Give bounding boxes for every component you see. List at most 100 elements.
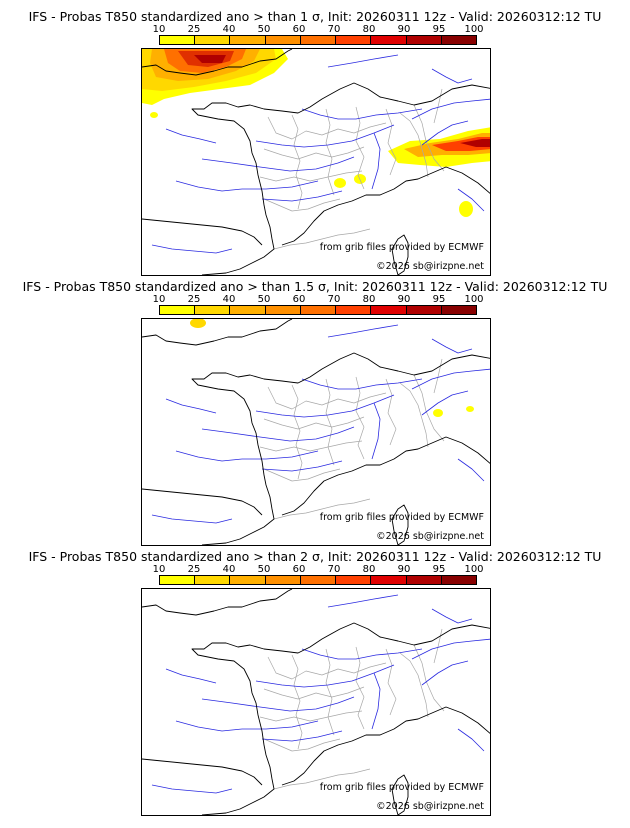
rivers-line (165, 668, 217, 684)
admin-borders-line (325, 648, 335, 736)
admin-borders-line (325, 108, 335, 196)
colorbar (159, 35, 477, 45)
map-svg (142, 49, 490, 275)
rivers-line (371, 672, 381, 730)
rivers-line (411, 368, 490, 390)
colorbar-swatch (300, 576, 337, 584)
colorbar-swatch (230, 36, 266, 44)
coastline-line (281, 436, 490, 516)
copyright-text: ©2026 sb@irizpne.net (376, 531, 484, 542)
rivers-line (421, 120, 469, 146)
coastline-line (191, 622, 490, 815)
admin-borders-line (385, 378, 397, 446)
rivers-line (151, 784, 233, 794)
rivers-line (421, 660, 469, 686)
colorbar-swatch (265, 36, 301, 44)
colorbar-tick-label: 90 (397, 294, 411, 305)
rivers-line (431, 608, 473, 624)
admin-borders-line (355, 106, 365, 190)
colorbar-swatch (195, 36, 231, 44)
rivers-line (327, 324, 399, 338)
admin-borders-line (413, 104, 445, 172)
colorbar-swatch (160, 576, 196, 584)
colorbar-tick-label: 50 (257, 24, 271, 35)
data-credit: from grib files provided by ECMWF (319, 512, 484, 523)
admin-borders-line (355, 376, 365, 460)
admin-borders-line (291, 384, 303, 480)
map-france: from grib files provided by ECMWF ©2026 … (141, 318, 491, 546)
coastline (142, 319, 490, 545)
admin-borders-line (273, 228, 371, 250)
colorbar-tick-label: 40 (222, 24, 236, 35)
coastline-line (391, 774, 409, 815)
rivers-line (261, 190, 343, 202)
rivers-line (165, 398, 217, 414)
colorbar-tick-label: 80 (362, 564, 376, 575)
rivers-line (175, 180, 243, 192)
admin-borders-line (267, 116, 387, 140)
colorbar-tick-label: 60 (292, 294, 306, 305)
rivers-line (242, 450, 319, 460)
admin-borders-line (385, 108, 397, 176)
admin-borders-line (355, 646, 365, 730)
admin-borders-line (433, 358, 443, 394)
colorbar-tick-label: 90 (397, 24, 411, 35)
colorbar-tick-label: 70 (327, 24, 341, 35)
admin-borders-line (273, 768, 371, 790)
colorbar-swatch (160, 306, 196, 314)
colorbar (159, 575, 477, 585)
rivers-line (151, 514, 233, 524)
coastline-line (391, 504, 409, 545)
prob-spot (334, 178, 346, 188)
rivers-line (431, 68, 473, 84)
colorbar-swatch (195, 306, 231, 314)
coastline-line (281, 706, 490, 786)
rivers-line (151, 244, 233, 254)
rivers-line (242, 720, 319, 730)
colorbar (159, 305, 477, 315)
colorbar-swatch (195, 576, 231, 584)
prob-area-alps (460, 139, 490, 147)
colorbar-swatch (230, 306, 266, 314)
prob-area-channel (194, 55, 226, 63)
rivers-line (201, 426, 355, 442)
colorbar-labels: 10 25 40 50 60 70 80 90 95 100 (142, 564, 492, 575)
colorbar-tick-label: 80 (362, 24, 376, 35)
admin-borders-line (433, 88, 443, 124)
admin-borders-line (263, 686, 365, 700)
panel-title: IFS - Probas T850 standardized ano > tha… (22, 279, 608, 294)
admin-borders-line (325, 378, 335, 466)
rivers-line (201, 156, 355, 172)
probability-shading (190, 319, 474, 417)
colorbar-swatch (406, 576, 442, 584)
rivers-line (301, 648, 423, 660)
colorbar-swatch (160, 36, 196, 44)
rivers-line (327, 594, 399, 608)
rivers-line (431, 338, 473, 354)
admin-borders-line (263, 468, 341, 482)
probability-shading (142, 49, 490, 217)
admin-borders-line (267, 386, 387, 410)
rivers-line (421, 390, 469, 416)
prob-spot (190, 319, 206, 328)
colorbar-tick-label: 100 (464, 294, 484, 305)
admin-borders-line (267, 656, 387, 680)
colorbar-tick-label: 40 (222, 564, 236, 575)
admin-borders-line (413, 644, 445, 712)
coastline (142, 49, 490, 275)
admin-borders-line (259, 710, 363, 722)
admin-borders-line (399, 112, 429, 178)
map-svg (142, 319, 490, 545)
rivers-line (457, 458, 485, 482)
panel-3: IFS - Probas T850 standardized ano > tha… (0, 540, 630, 816)
colorbar-labels: 10 25 40 50 60 70 80 90 95 100 (142, 24, 492, 35)
colorbar-swatch (406, 306, 442, 314)
admin-borders-line (399, 652, 429, 718)
colorbar-swatch (300, 306, 337, 314)
coastline-line (142, 319, 293, 346)
colorbar-tick-label: 100 (464, 24, 484, 35)
prob-spot (466, 406, 474, 412)
coastline-line (142, 589, 293, 616)
admin-borders-line (291, 114, 303, 210)
colorbar-swatch (441, 36, 476, 44)
